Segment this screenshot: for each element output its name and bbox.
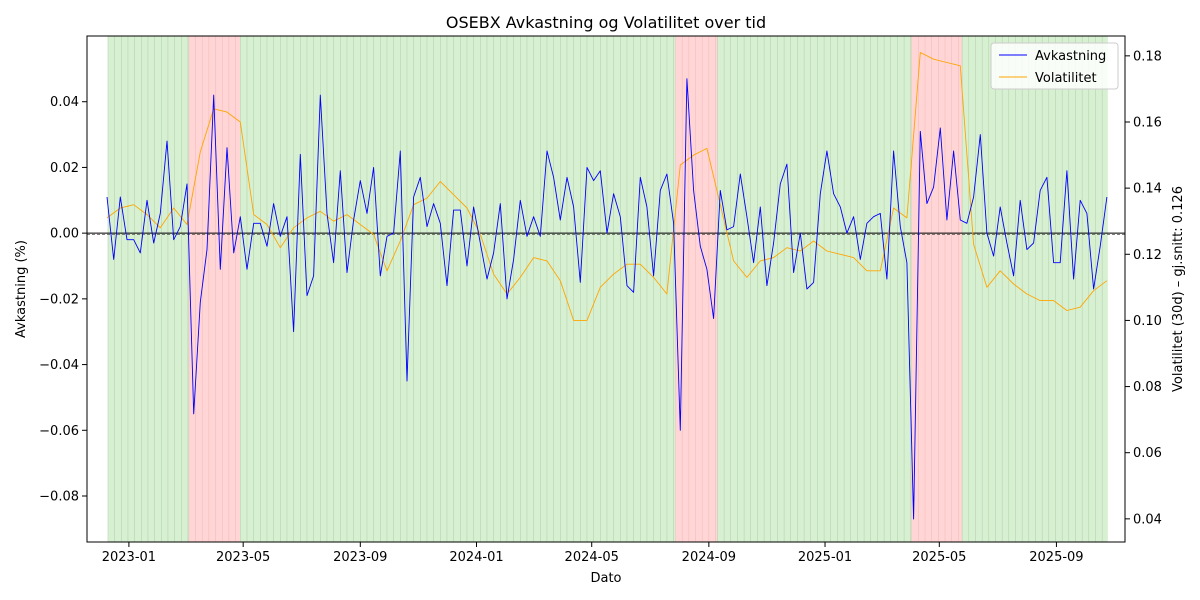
y-left-tick-label: 0.04	[50, 95, 79, 110]
y-axis-left-label: Avkastning (%)	[14, 240, 29, 338]
y-right-tick-label: 0.14	[1133, 182, 1162, 197]
x-tick-label: 2024-09	[682, 550, 736, 565]
regime-band-normal	[107, 36, 189, 542]
x-tick-label: 2024-01	[449, 550, 503, 565]
legend-label-returns: Avkastning	[1035, 49, 1106, 64]
y-left-tick-label: −0.04	[39, 358, 79, 373]
x-tick-label: 2025-09	[1029, 550, 1083, 565]
legend: Avkastning Volatilitet	[990, 42, 1119, 90]
volatility-line	[106, 52, 1108, 321]
regime-band-normal	[962, 36, 1108, 542]
y-right-tick-label: 0.04	[1133, 512, 1162, 527]
x-axis-label: Dato	[590, 571, 621, 586]
x-tick-label: 2025-01	[798, 550, 852, 565]
returns-line	[106, 78, 1108, 520]
x-tick-label: 2023-05	[216, 550, 270, 565]
regime-band-normal	[717, 36, 912, 542]
x-axis: 2023-01 2023-05 2023-09 2024-01 2024-05 2024-…	[102, 542, 1084, 565]
y-axis-right-label: Volatilitet (30d) – gj.snitt: 0.126	[1171, 186, 1186, 392]
regime-band-high	[675, 36, 718, 542]
legend-label-volatility: Volatilitet	[1035, 71, 1097, 86]
y-left-tick-label: −0.02	[39, 292, 79, 307]
y-axis-left: 0.04 0.02 0.00 −0.02 −0.04 −0.06 −0.08	[39, 95, 87, 505]
zero-line	[87, 232, 1125, 235]
y-right-tick-label: 0.10	[1133, 314, 1162, 329]
y-left-tick-label: 0.02	[50, 161, 79, 176]
y-right-tick-label: 0.16	[1133, 115, 1162, 130]
y-axis-right: 0.18 0.16 0.14 0.12 0.10 0.08 0.06 0.04	[1125, 49, 1162, 527]
y-right-tick-label: 0.08	[1133, 380, 1162, 395]
y-right-tick-label: 0.06	[1133, 446, 1162, 461]
x-tick-label: 2024-05	[565, 550, 619, 565]
volatility-series	[106, 52, 1108, 321]
regime-shading	[107, 36, 1108, 542]
x-tick-label: 2023-09	[333, 550, 387, 565]
y-left-tick-label: −0.06	[39, 424, 79, 439]
y-right-tick-label: 0.12	[1133, 248, 1162, 263]
y-left-tick-label: −0.08	[39, 490, 79, 505]
regime-band-normal	[240, 36, 676, 542]
x-tick-label: 2023-01	[102, 550, 156, 565]
plot-frame	[86, 35, 1126, 543]
y-right-tick-label: 0.18	[1133, 49, 1162, 64]
y-left-tick-label: 0.00	[50, 227, 79, 242]
chart-title: OSEBX Avkastning og Volatilitet over tid	[446, 13, 766, 32]
returns-series	[106, 78, 1108, 520]
x-tick-label: 2025-05	[912, 550, 966, 565]
regime-band-high	[911, 36, 963, 542]
